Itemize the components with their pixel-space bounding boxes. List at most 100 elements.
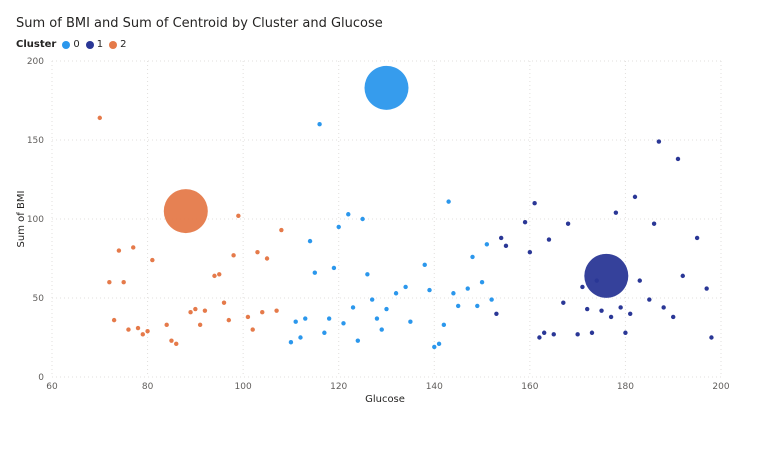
data-point-cluster-0[interactable] [475,303,480,309]
centroid-bubble-cluster-2[interactable] [163,189,208,234]
data-point-cluster-1[interactable] [527,249,533,255]
data-point-cluster-1[interactable] [522,219,528,225]
data-point-cluster-0[interactable] [489,297,494,302]
data-point-cluster-0[interactable] [422,262,427,268]
data-point-cluster-1[interactable] [585,306,590,312]
data-point-cluster-1[interactable] [656,139,662,144]
data-point-cluster-2[interactable] [188,310,193,315]
data-point-cluster-2[interactable] [255,249,260,255]
data-point-cluster-0[interactable] [365,272,370,277]
data-point-cluster-2[interactable] [145,328,150,334]
data-point-cluster-0[interactable] [288,340,294,345]
data-point-cluster-2[interactable] [131,245,136,250]
data-point-cluster-2[interactable] [264,256,270,261]
data-point-cluster-0[interactable] [360,216,365,222]
data-point-cluster-1[interactable] [541,330,547,335]
data-point-cluster-2[interactable] [236,213,241,219]
data-point-cluster-2[interactable] [279,227,284,233]
data-point-cluster-1[interactable] [498,235,504,241]
data-point-cluster-2[interactable] [226,317,232,323]
data-point-cluster-1[interactable] [494,311,499,316]
data-point-cluster-1[interactable] [618,305,623,310]
centroid-bubble-cluster-1[interactable] [584,253,629,298]
data-point-cluster-2[interactable] [197,322,203,328]
data-point-cluster-2[interactable] [111,317,117,323]
data-point-cluster-2[interactable] [274,308,279,313]
data-point-cluster-1[interactable] [647,297,652,302]
data-point-cluster-0[interactable] [312,270,318,275]
data-point-cluster-1[interactable] [613,210,619,215]
data-point-cluster-0[interactable] [446,199,451,204]
data-point-cluster-1[interactable] [532,201,537,206]
data-point-cluster-1[interactable] [671,314,676,320]
data-point-cluster-0[interactable] [317,122,322,127]
data-point-cluster-1[interactable] [637,278,642,283]
data-point-cluster-1[interactable] [546,237,552,242]
data-point-cluster-1[interactable] [704,286,709,291]
data-point-cluster-0[interactable] [436,341,442,347]
data-point-cluster-0[interactable] [465,286,470,291]
data-point-cluster-1[interactable] [661,305,666,310]
data-point-cluster-1[interactable] [503,243,509,249]
data-point-cluster-2[interactable] [164,322,169,328]
data-point-cluster-1[interactable] [628,311,633,316]
data-point-cluster-1[interactable] [623,330,628,335]
data-point-cluster-2[interactable] [169,338,174,343]
data-point-cluster-2[interactable] [107,280,112,285]
data-point-cluster-1[interactable] [608,314,614,320]
data-point-cluster-1[interactable] [709,335,714,340]
legend-item-0[interactable]: 0 [62,39,80,50]
data-point-cluster-0[interactable] [322,330,327,335]
data-point-cluster-0[interactable] [326,316,332,321]
data-point-cluster-1[interactable] [694,235,700,241]
data-point-cluster-0[interactable] [346,212,351,217]
data-point-cluster-1[interactable] [651,221,657,226]
data-point-cluster-1[interactable] [575,332,580,337]
data-point-cluster-0[interactable] [350,305,356,310]
data-point-cluster-2[interactable] [116,248,122,253]
data-point-cluster-2[interactable] [150,257,155,263]
data-point-cluster-1[interactable] [632,194,638,200]
data-point-cluster-0[interactable] [369,297,375,302]
data-point-cluster-1[interactable] [537,335,542,340]
data-point-cluster-2[interactable] [97,115,102,121]
data-point-cluster-1[interactable] [580,284,585,290]
data-point-cluster-0[interactable] [336,224,341,230]
data-point-cluster-2[interactable] [221,300,227,305]
data-point-cluster-0[interactable] [441,322,447,328]
data-point-cluster-1[interactable] [565,221,571,226]
legend-item-2[interactable]: 2 [109,39,126,50]
data-point-cluster-1[interactable] [680,273,685,279]
data-point-cluster-0[interactable] [374,316,380,321]
data-point-cluster-0[interactable] [303,316,308,321]
data-point-cluster-0[interactable] [427,287,432,293]
data-point-cluster-0[interactable] [479,280,485,285]
data-point-cluster-1[interactable] [561,300,566,305]
data-point-cluster-0[interactable] [408,319,413,324]
data-point-cluster-2[interactable] [250,327,255,332]
data-point-cluster-0[interactable] [293,319,298,324]
data-point-cluster-0[interactable] [432,344,437,350]
data-point-cluster-2[interactable] [202,308,208,313]
data-point-cluster-1[interactable] [589,330,595,335]
data-point-cluster-0[interactable] [384,306,389,312]
data-point-cluster-0[interactable] [403,284,408,290]
data-point-cluster-0[interactable] [484,242,490,247]
data-point-cluster-0[interactable] [470,254,475,260]
data-point-cluster-0[interactable] [298,335,303,340]
data-point-cluster-0[interactable] [331,265,337,271]
data-point-cluster-0[interactable] [393,291,399,296]
data-point-cluster-2[interactable] [193,306,198,312]
data-point-cluster-2[interactable] [140,332,145,337]
data-point-cluster-2[interactable] [260,310,265,315]
data-point-cluster-2[interactable] [121,280,126,285]
data-point-cluster-2[interactable] [245,314,251,320]
legend-item-1[interactable]: 1 [85,39,103,50]
data-point-cluster-0[interactable] [355,338,361,343]
data-point-cluster-2[interactable] [212,273,217,279]
data-point-cluster-2[interactable] [135,325,141,331]
data-point-cluster-1[interactable] [599,308,604,313]
data-point-cluster-0[interactable] [455,303,461,309]
data-point-cluster-2[interactable] [174,341,179,347]
data-point-cluster-2[interactable] [217,272,222,277]
